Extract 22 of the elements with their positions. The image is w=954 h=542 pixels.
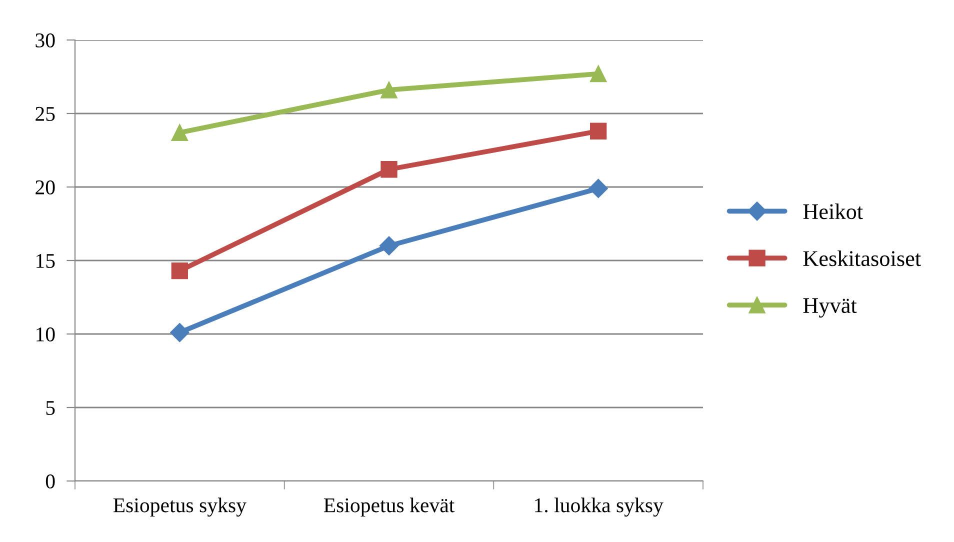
legend-label: Hyvät bbox=[803, 298, 857, 318]
x-tick-label: 1. luokka syksy bbox=[535, 498, 664, 517]
y-tick-label: 30 bbox=[36, 33, 55, 48]
legend-label: Heikot bbox=[803, 204, 863, 220]
y-tick-label: 15 bbox=[36, 254, 55, 268]
y-tick-label: 10 bbox=[36, 327, 55, 342]
y-tick-label: 5 bbox=[46, 401, 55, 415]
x-tick-label: Esiopetus syksy bbox=[113, 498, 246, 517]
legend-label: Keskitasoiset bbox=[803, 250, 921, 266]
point bbox=[379, 236, 399, 256]
point bbox=[590, 122, 607, 140]
point bbox=[588, 178, 608, 198]
y-tick-label: 0 bbox=[46, 474, 55, 488]
y-tick-label: 20 bbox=[36, 180, 55, 194]
point bbox=[171, 124, 188, 141]
x-tick-label: Esiopetus kevät bbox=[324, 498, 455, 517]
point bbox=[171, 262, 188, 280]
point bbox=[380, 161, 398, 178]
point bbox=[590, 65, 607, 82]
point bbox=[170, 322, 190, 342]
y-tick-label: 25 bbox=[36, 106, 55, 121]
point bbox=[380, 82, 398, 98]
